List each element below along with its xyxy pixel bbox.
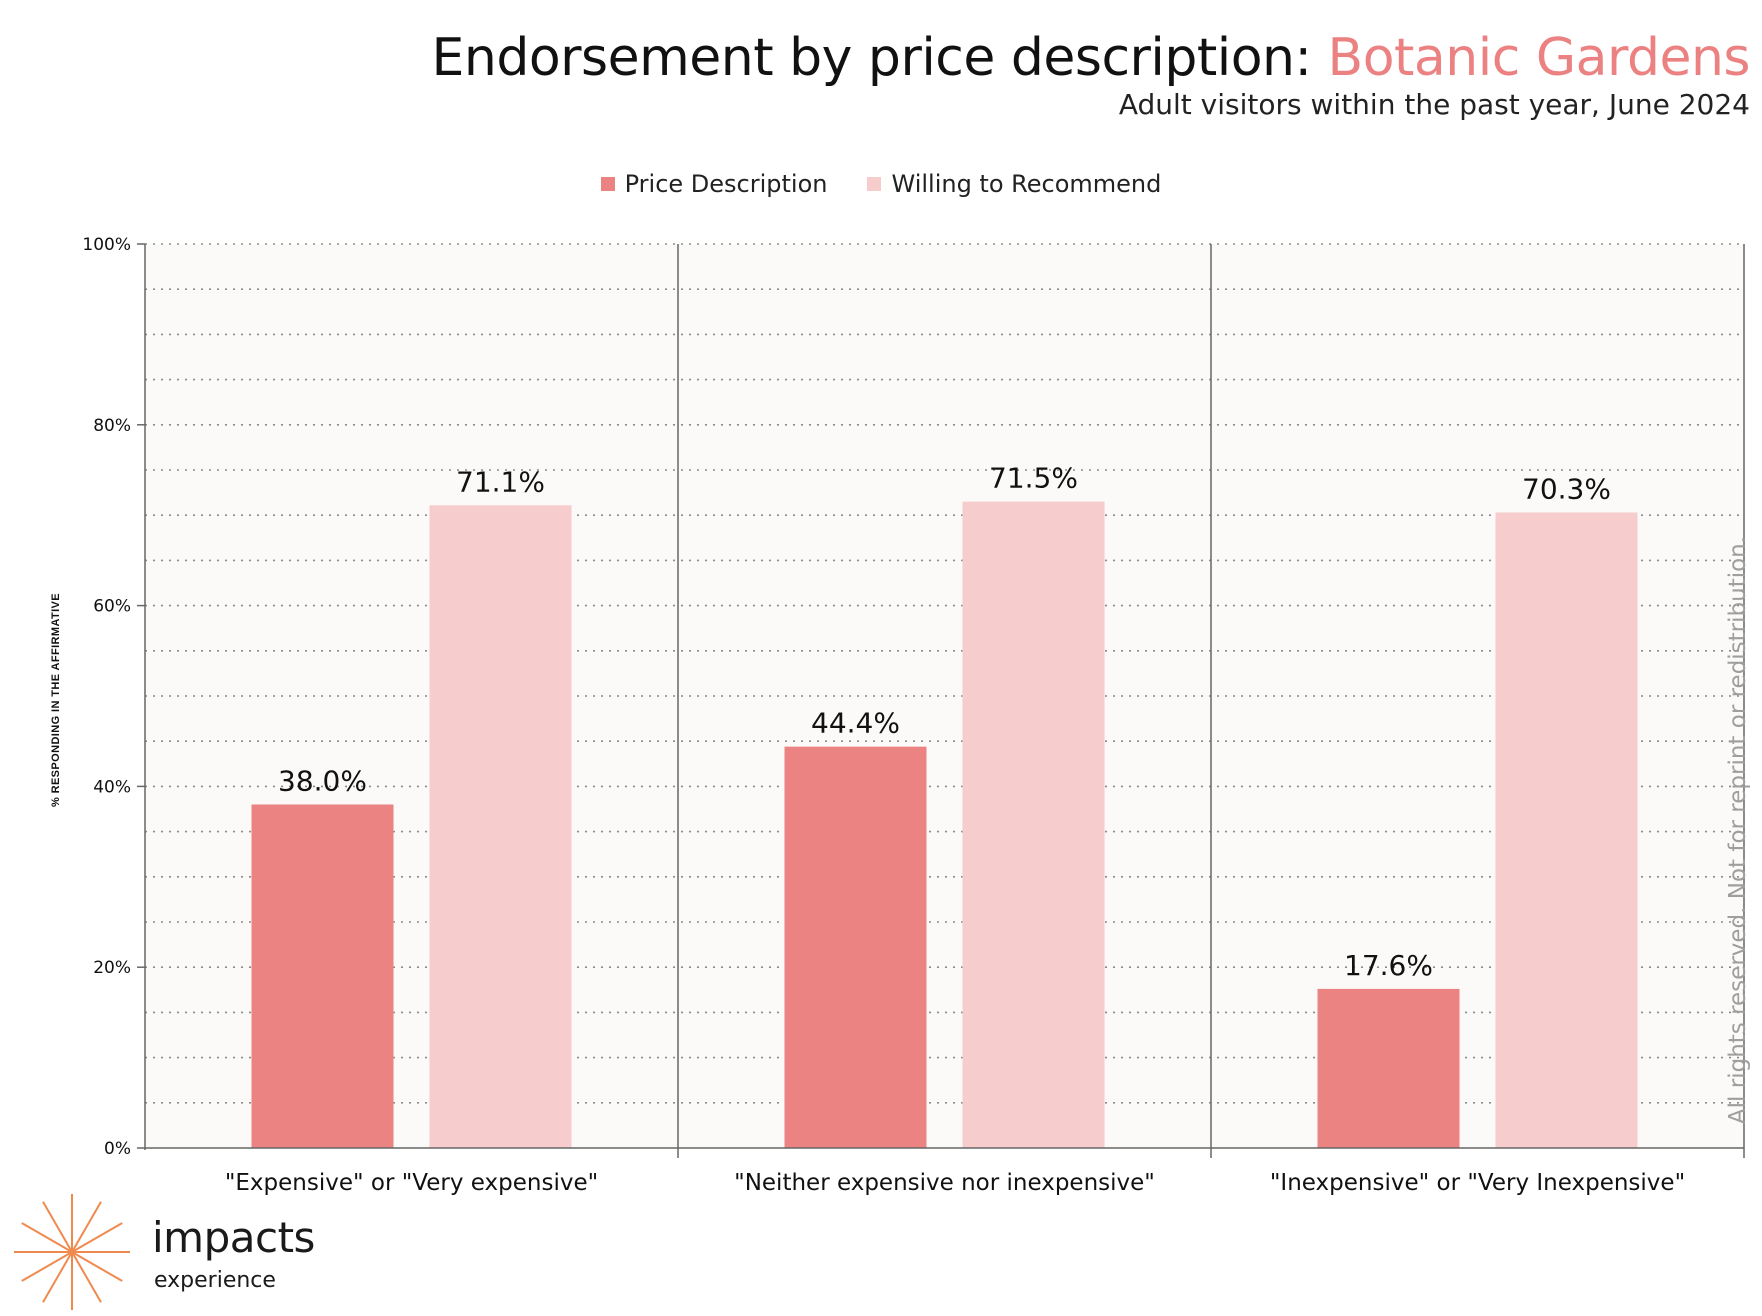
- chart-title-main: Endorsement by price description:: [431, 28, 1328, 88]
- bar: [251, 804, 394, 1148]
- starburst-ray: [21, 1222, 73, 1253]
- data-label: 71.5%: [989, 462, 1078, 495]
- bar: [1317, 988, 1460, 1148]
- bar: [429, 505, 572, 1149]
- y-tick-label: 20%: [93, 958, 131, 978]
- value-labels: 38.0% 71.1% 44.4% 71.5% 17.6% 70.3%: [278, 462, 1611, 982]
- starburst-ray: [71, 1222, 123, 1253]
- starburst-ray: [71, 1251, 102, 1303]
- legend-label-price-description: Price Description: [624, 170, 828, 198]
- legend-swatch-price-description: [600, 177, 615, 191]
- starburst-ray: [71, 1251, 123, 1282]
- starburst-logo-icon: [14, 1194, 130, 1310]
- x-tick-label: "Expensive" or "Very expensive": [225, 1170, 598, 1196]
- x-tick-label: "Neither expensive nor inexpensive": [734, 1170, 1155, 1196]
- starburst-ray: [71, 1201, 102, 1253]
- bars: [251, 501, 1638, 1149]
- chart-title: Endorsement by price description: Botani…: [432, 28, 1751, 88]
- brand-logo: impacts experience: [10, 1190, 330, 1314]
- title-block: Endorsement by price description: Botani…: [432, 28, 1751, 122]
- category-dividers: [677, 244, 1745, 1158]
- starburst-ray: [21, 1251, 73, 1282]
- y-tick-label: 100%: [82, 235, 131, 255]
- bar: [784, 746, 927, 1148]
- chart-title-accent: Botanic Gardens: [1327, 28, 1751, 88]
- logo-sub: experience: [154, 1268, 276, 1293]
- bar: [962, 501, 1105, 1148]
- chart-subtitle: Adult visitors within the past year, Jun…: [1118, 88, 1750, 121]
- x-tick-label: "Inexpensive" or "Very Inexpensive": [1270, 1170, 1685, 1196]
- copyright-text: All rights reserved. Not for reprint or …: [1725, 535, 1751, 1125]
- legend-item-willing-to-recommend: Willing to Recommend: [867, 170, 1161, 198]
- y-tick-label: 60%: [93, 597, 131, 617]
- plot-background: [145, 244, 1744, 1148]
- legend: Price Description Willing to Recommend: [0, 170, 1762, 198]
- legend-item-price-description: Price Description: [600, 170, 828, 198]
- data-label: 71.1%: [456, 465, 545, 498]
- logo-name: impacts: [152, 1213, 315, 1262]
- data-label: 70.3%: [1522, 472, 1611, 505]
- data-label: 38.0%: [278, 764, 367, 797]
- y-tick-label: 40%: [93, 777, 131, 797]
- legend-swatch-willing-to-recommend: [867, 177, 882, 191]
- starburst-ray: [42, 1251, 73, 1303]
- y-axis-title-text: % RESPONDING IN THE AFFIRMATIVE: [50, 592, 62, 808]
- y-tick-label: 0%: [104, 1139, 131, 1159]
- y-tick-label: 80%: [93, 416, 131, 436]
- legend-label-willing-to-recommend: Willing to Recommend: [891, 170, 1162, 198]
- y-axis-ticks: 0% 20% 40% 60% 80% 100%: [82, 235, 145, 1159]
- data-label: 44.4%: [811, 707, 900, 740]
- x-axis-labels: "Expensive" or "Very expensive" "Neither …: [225, 1170, 1685, 1196]
- bar: [1495, 512, 1638, 1148]
- starburst-ray: [42, 1201, 73, 1253]
- data-label: 17.6%: [1344, 949, 1433, 982]
